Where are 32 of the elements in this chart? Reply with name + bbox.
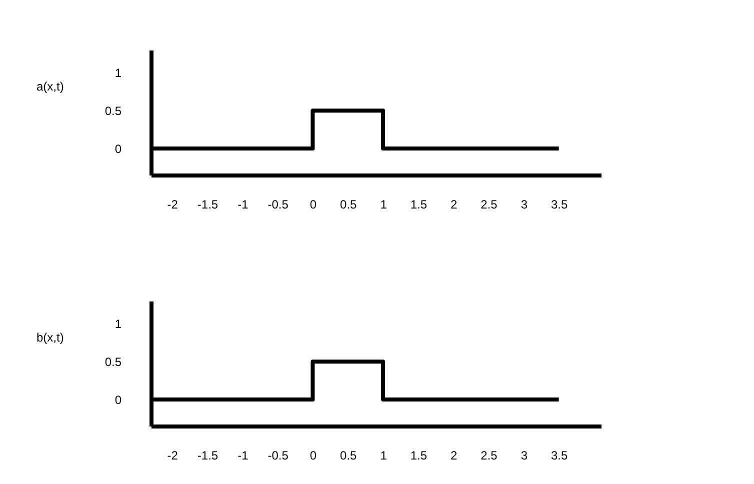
x-tick-label: -1.5: [197, 448, 218, 462]
x-tick-label: 1.5: [410, 448, 428, 462]
y-tick-label: 1: [114, 66, 122, 80]
y-tick-label: 0: [114, 392, 122, 407]
x-tick-label: 1.5: [410, 198, 428, 212]
y-axis-title: b(x,t): [36, 330, 64, 344]
x-tick-label: 2: [450, 448, 458, 462]
x-tick-label: -2: [167, 448, 178, 462]
x-tick-label: 1: [380, 198, 388, 212]
x-tick-label: 2.5: [480, 448, 498, 462]
y-tick-label: 0.5: [104, 355, 122, 370]
x-tick-label: 1: [380, 448, 388, 462]
x-tick-label: -1: [238, 448, 249, 462]
x-tick-label: 3.5: [550, 448, 568, 462]
x-tick-label: -2: [167, 198, 178, 212]
x-tick-label: -1.5: [197, 198, 218, 212]
y-tick-label: 1: [114, 317, 122, 332]
x-tick-label: 2: [450, 198, 458, 212]
x-tick-label: -0.5: [268, 448, 289, 462]
y-axis-title: a(x,t): [36, 80, 64, 94]
y-tick-label: 0.5: [104, 104, 122, 118]
x-tick-label: 2.5: [480, 198, 498, 212]
x-tick-label: 0: [310, 448, 317, 462]
x-tick-label: 3: [520, 448, 528, 462]
x-tick-label: -1: [238, 198, 249, 212]
x-tick-label: 0: [310, 198, 317, 212]
x-tick-label: 0.5: [340, 198, 358, 212]
x-tick-label: 3.5: [550, 198, 568, 212]
x-tick-label: 3: [520, 198, 528, 212]
y-tick-label: 0: [114, 142, 122, 156]
x-tick-label: 0.5: [340, 448, 358, 462]
x-tick-label: -0.5: [268, 198, 289, 212]
